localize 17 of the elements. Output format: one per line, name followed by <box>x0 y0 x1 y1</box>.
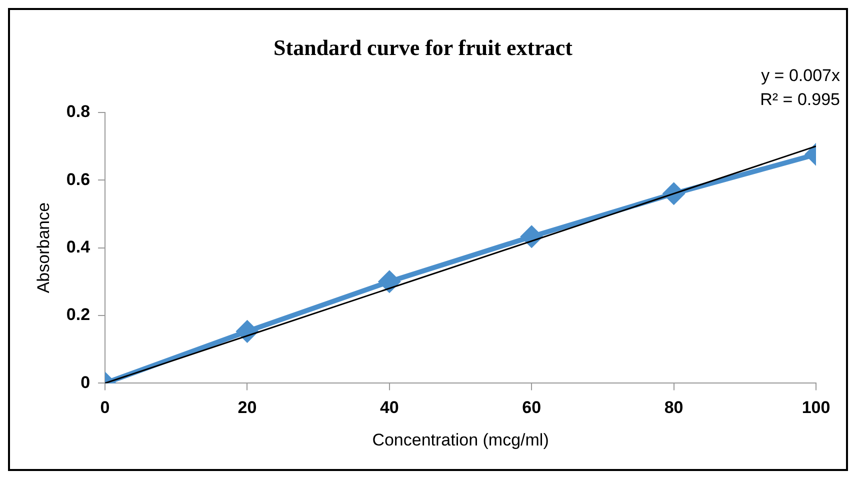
chart-title: Standard curve for fruit extract <box>274 34 574 60</box>
y-tick-label: 0.6 <box>66 170 90 189</box>
y-tick-label: 0.4 <box>66 237 91 256</box>
x-tick-label: 100 <box>802 398 830 418</box>
y-tick-label: 0 <box>80 372 90 392</box>
y-axis-title: Absorbance <box>34 202 53 294</box>
point <box>521 226 542 248</box>
x-tick-label: 60 <box>522 398 542 418</box>
text: R² = 0.995 <box>760 90 840 110</box>
x-tick-label: 0 <box>100 398 110 418</box>
x-tick-label: 20 <box>238 398 257 418</box>
text: y = 0.007x <box>761 66 840 86</box>
x-tick-label: 80 <box>664 398 684 418</box>
x-tick-label: 40 <box>380 398 399 418</box>
y-tick-label: 0.2 <box>66 305 90 324</box>
y-tick-label: 0.8 <box>66 102 90 122</box>
point <box>378 271 400 292</box>
